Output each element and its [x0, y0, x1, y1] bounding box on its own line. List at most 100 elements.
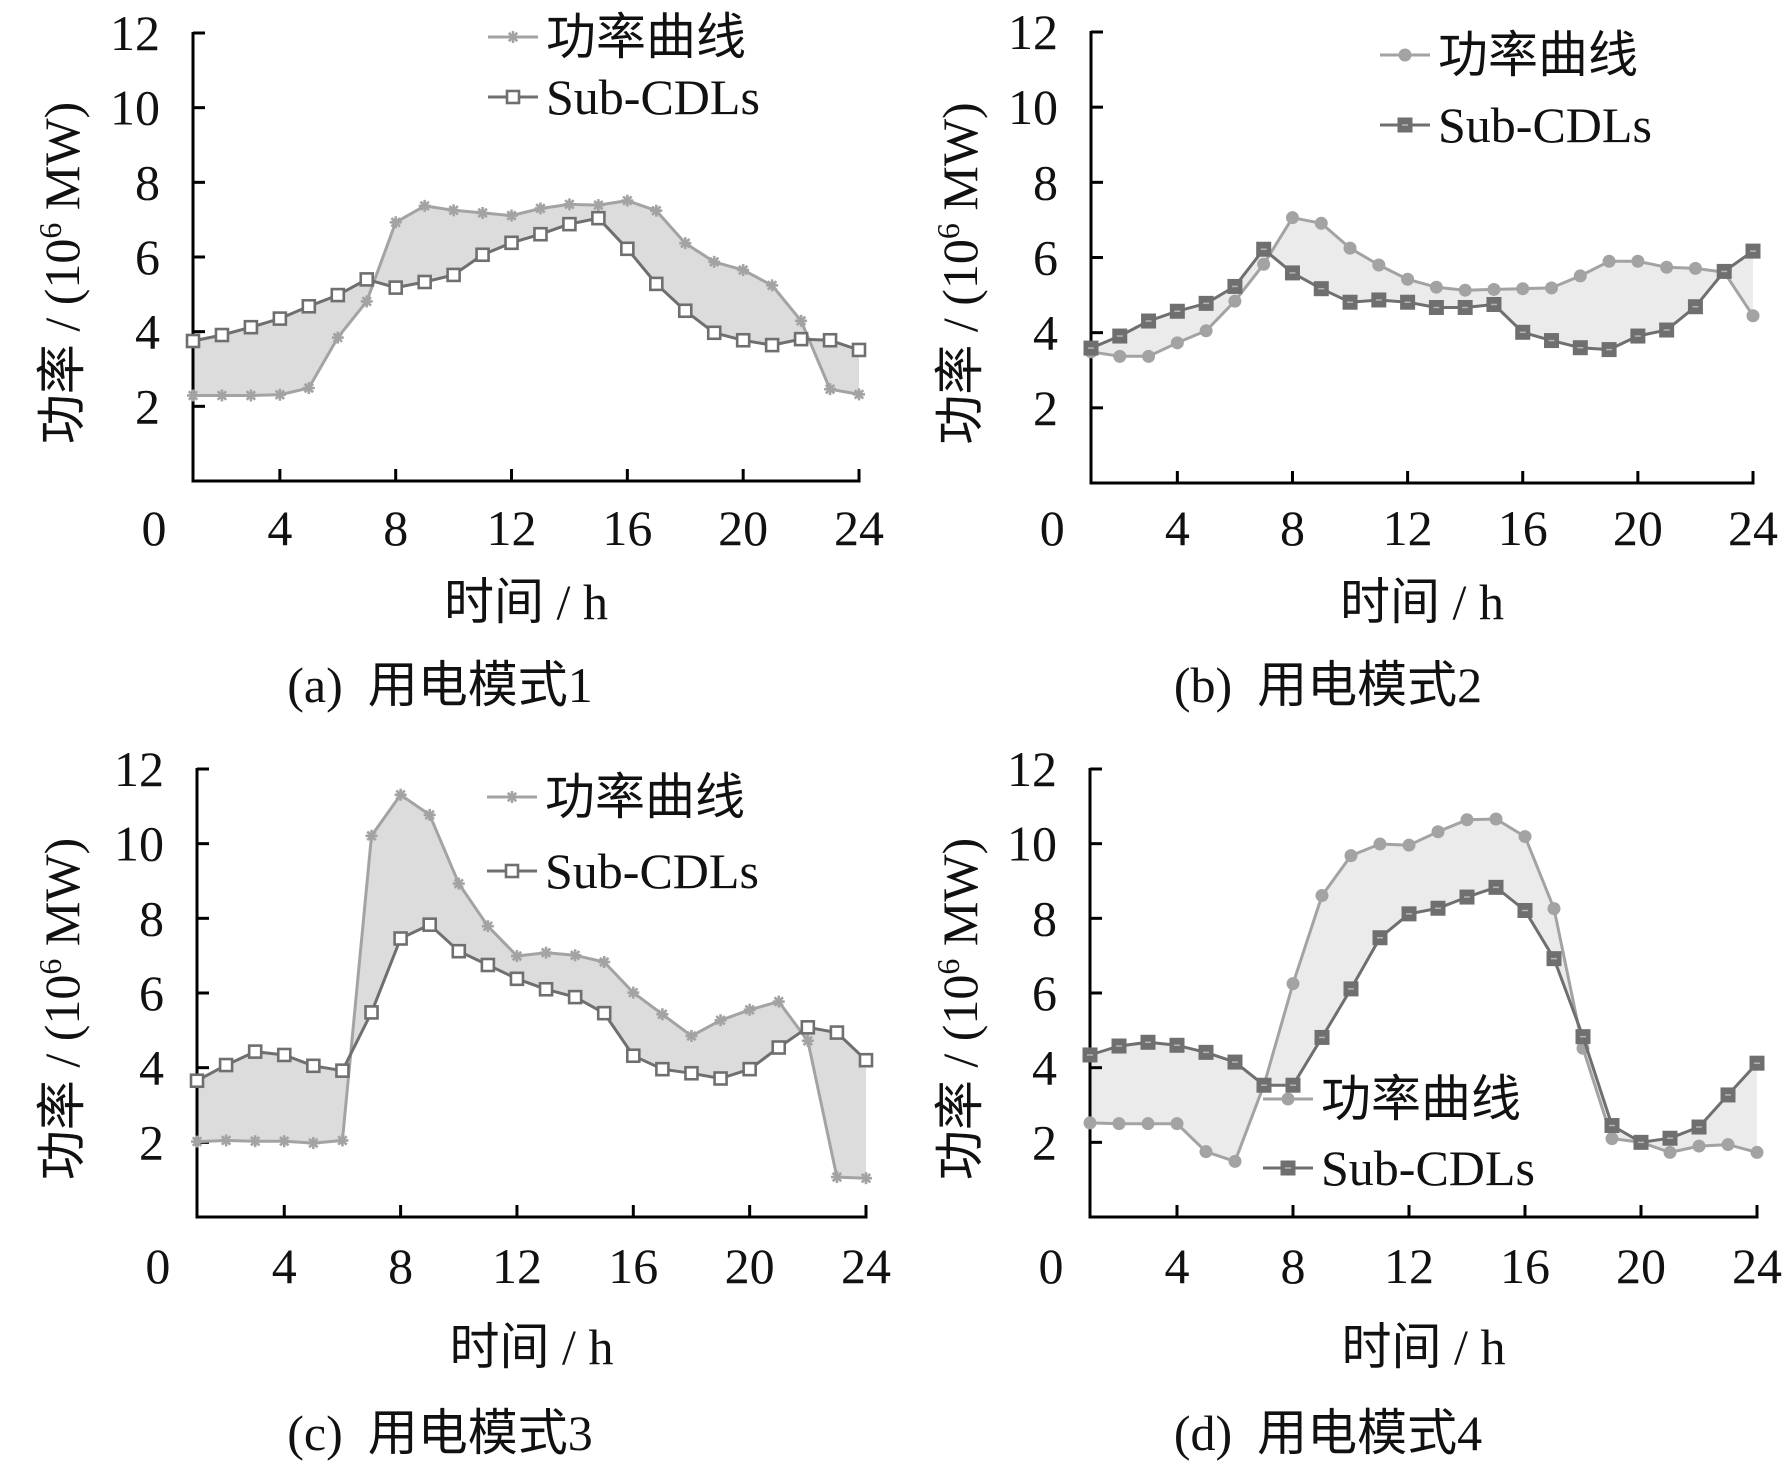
data-point: [562, 216, 577, 232]
data-point: [1630, 328, 1646, 344]
data-point: [1343, 241, 1357, 255]
data-point: [480, 957, 496, 973]
data-point: [592, 199, 605, 212]
x-tick-label: 0: [1039, 1238, 1064, 1294]
data-point: [764, 337, 780, 353]
data-point: [598, 956, 611, 969]
x-tick-label: 8: [1281, 1238, 1306, 1294]
data-point: [417, 274, 432, 290]
data-point: [743, 1003, 756, 1016]
x-tick-label: 12: [492, 1238, 542, 1294]
panel-caption: (c) 用电模式3: [287, 1405, 593, 1461]
data-point: [1721, 1138, 1735, 1152]
data-point: [1112, 1117, 1126, 1131]
data-point: [1575, 1029, 1591, 1045]
y-tick-label: 2: [135, 378, 160, 434]
data-point: [742, 1061, 757, 1077]
data-point: [1692, 1139, 1706, 1153]
data-point: [1314, 216, 1328, 230]
data-point: [596, 1005, 612, 1021]
data-point: [1459, 889, 1475, 905]
x-tick-label: 0: [145, 1238, 170, 1294]
data-point: [1662, 1130, 1678, 1146]
legend-marker-icon: [504, 863, 520, 879]
y-axis-title-unit: MW): [932, 102, 988, 223]
data-point: [302, 382, 315, 395]
data-point: [1315, 889, 1329, 903]
data-point: [822, 332, 838, 348]
data-point: [247, 1044, 263, 1059]
x-tick-label: 8: [1280, 500, 1305, 556]
data-point: [620, 241, 635, 257]
data-point: [509, 971, 525, 987]
y-tick-label: 12: [1007, 741, 1057, 797]
data-point: [189, 1073, 205, 1089]
data-point: [510, 950, 523, 963]
series-sub-cdls: [1082, 879, 1765, 1150]
legend-item: Sub-CDLs: [487, 843, 759, 899]
y-axis-title-main: 功率 / (10: [34, 975, 90, 1181]
data-point: [336, 1134, 349, 1147]
data-point: [1082, 1047, 1098, 1063]
data-point: [214, 327, 230, 343]
data-point: [655, 1061, 670, 1077]
data-point: [1486, 296, 1502, 312]
series-sub-cdls: [1083, 241, 1761, 358]
legend-label: Sub-CDLs: [546, 69, 760, 125]
legend-item: 功率曲线: [1380, 27, 1638, 83]
y-tick-label: 8: [139, 890, 164, 946]
data-point: [1140, 1034, 1156, 1050]
gap-area-fill: [197, 794, 866, 1179]
data-point: [1169, 1037, 1185, 1053]
data-point: [737, 264, 750, 277]
data-point: [851, 342, 867, 358]
data-point: [446, 267, 461, 283]
data-point: [1487, 282, 1501, 296]
data-point: [360, 295, 373, 308]
data-point: [714, 1014, 727, 1027]
x-axis-title: 时间 / h: [1342, 1319, 1506, 1375]
data-point: [1285, 1077, 1301, 1093]
legend-label: 功率曲线: [545, 769, 745, 825]
data-point: [393, 931, 408, 946]
data-point: [1198, 1044, 1214, 1060]
data-point: [1141, 313, 1157, 329]
y-tick-label: 2: [139, 1114, 164, 1170]
data-point: [533, 226, 548, 242]
data-point: [1228, 1154, 1242, 1168]
data-point: [1344, 849, 1358, 863]
data-point: [534, 202, 547, 215]
data-point: [540, 946, 553, 959]
data-point: [684, 1065, 699, 1081]
data-point: [505, 209, 518, 222]
data-point: [1113, 349, 1127, 363]
data-point: [800, 1020, 816, 1035]
data-point: [1546, 951, 1562, 967]
y-axis-title: 功率 / (106 MW): [930, 102, 988, 444]
legend-marker-icon: [1281, 1092, 1295, 1106]
data-point: [1083, 340, 1099, 356]
y-tick-label: 6: [1032, 965, 1057, 1021]
y-axis-title-main: 功率 / (10: [34, 239, 90, 445]
data-point: [272, 311, 288, 326]
data-point: [771, 1040, 787, 1055]
y-tick-label: 4: [139, 1040, 164, 1096]
data-point: [735, 332, 751, 348]
legend-item: 功率曲线: [487, 769, 745, 825]
series-sub-cdls: [189, 917, 874, 1089]
data-point: [1428, 299, 1444, 315]
data-point: [1488, 879, 1504, 895]
x-tick-label: 24: [1728, 500, 1778, 556]
data-point: [656, 1008, 669, 1021]
data-point: [243, 319, 259, 335]
data-point: [1489, 812, 1503, 826]
x-tick-label: 20: [1616, 1238, 1666, 1294]
data-point: [1746, 309, 1760, 323]
data-point: [1429, 280, 1443, 294]
y-tick-label: 10: [114, 816, 164, 872]
data-point: [685, 1029, 698, 1042]
data-point: [830, 1171, 843, 1184]
data-point: [569, 949, 582, 962]
data-point: [1372, 258, 1386, 272]
